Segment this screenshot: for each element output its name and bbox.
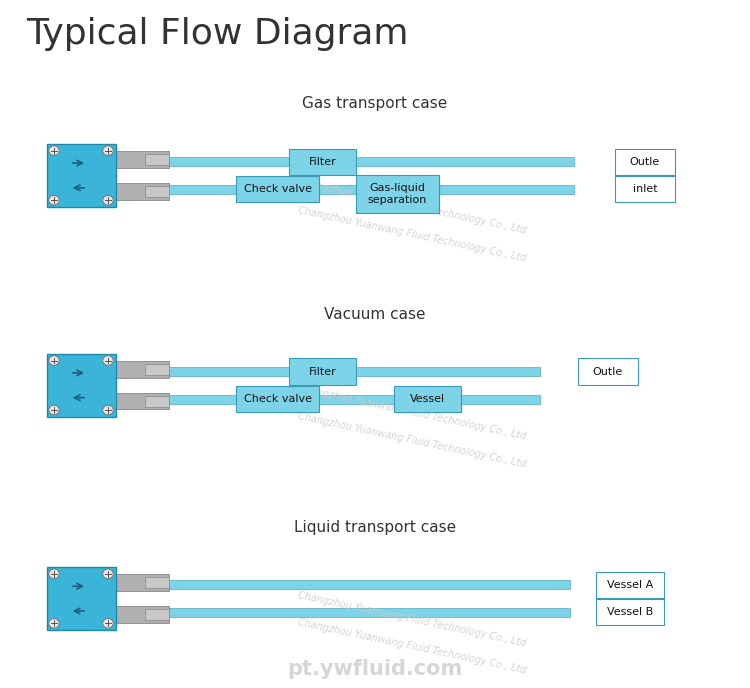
- Circle shape: [49, 356, 59, 365]
- FancyBboxPatch shape: [146, 396, 170, 407]
- Circle shape: [49, 569, 59, 579]
- Text: Vacuum case: Vacuum case: [324, 307, 426, 322]
- FancyBboxPatch shape: [170, 581, 570, 589]
- FancyBboxPatch shape: [394, 386, 461, 412]
- FancyBboxPatch shape: [289, 358, 356, 385]
- Text: Changzhou Yuanwang Fluid Technology Co., Ltd: Changzhou Yuanwang Fluid Technology Co.,…: [298, 205, 527, 263]
- Text: Gas transport case: Gas transport case: [302, 96, 448, 111]
- Text: Filter: Filter: [309, 157, 336, 166]
- Circle shape: [103, 619, 113, 628]
- FancyBboxPatch shape: [236, 176, 319, 202]
- FancyBboxPatch shape: [116, 393, 170, 409]
- Text: pt.ywfluid.com: pt.ywfluid.com: [287, 658, 463, 679]
- FancyBboxPatch shape: [146, 186, 170, 197]
- FancyBboxPatch shape: [46, 144, 116, 207]
- Text: Changzhou Yuanwang Fluid Technology Co., Ltd: Changzhou Yuanwang Fluid Technology Co.,…: [298, 411, 527, 469]
- FancyBboxPatch shape: [615, 176, 675, 202]
- FancyBboxPatch shape: [615, 149, 675, 175]
- FancyBboxPatch shape: [289, 149, 356, 175]
- Text: Vessel A: Vessel A: [607, 580, 653, 590]
- FancyBboxPatch shape: [578, 358, 638, 385]
- Text: Check valve: Check valve: [244, 184, 311, 194]
- FancyBboxPatch shape: [596, 599, 664, 625]
- Circle shape: [103, 356, 113, 365]
- FancyBboxPatch shape: [146, 609, 170, 620]
- Text: Typical Flow Diagram: Typical Flow Diagram: [26, 17, 409, 51]
- Circle shape: [49, 195, 59, 205]
- Text: Changzhou Yuanwang Fluid Technology Co., Ltd: Changzhou Yuanwang Fluid Technology Co.,…: [298, 178, 527, 235]
- FancyBboxPatch shape: [596, 572, 664, 598]
- Circle shape: [103, 146, 113, 155]
- Circle shape: [49, 405, 59, 415]
- Circle shape: [49, 146, 59, 155]
- Circle shape: [103, 405, 113, 415]
- FancyBboxPatch shape: [170, 608, 570, 616]
- FancyBboxPatch shape: [116, 361, 170, 378]
- Text: Outle: Outle: [592, 367, 622, 376]
- FancyBboxPatch shape: [170, 395, 540, 403]
- FancyBboxPatch shape: [146, 364, 170, 375]
- Text: Changzhou Yuanwang Fluid Technology Co., Ltd: Changzhou Yuanwang Fluid Technology Co.,…: [298, 590, 527, 648]
- Text: Changzhou Yuanwang Fluid Technology Co., Ltd: Changzhou Yuanwang Fluid Technology Co.,…: [298, 384, 527, 442]
- FancyBboxPatch shape: [46, 354, 116, 417]
- FancyBboxPatch shape: [170, 184, 574, 194]
- Circle shape: [103, 569, 113, 579]
- FancyBboxPatch shape: [116, 151, 170, 168]
- Text: Liquid transport case: Liquid transport case: [294, 520, 456, 535]
- FancyBboxPatch shape: [170, 157, 574, 166]
- Text: Outle: Outle: [630, 157, 660, 166]
- FancyBboxPatch shape: [46, 567, 116, 630]
- Text: Vessel: Vessel: [410, 394, 445, 404]
- Text: inlet: inlet: [633, 184, 657, 194]
- FancyBboxPatch shape: [170, 367, 540, 376]
- FancyBboxPatch shape: [116, 574, 170, 591]
- FancyBboxPatch shape: [116, 183, 170, 200]
- Text: Vessel B: Vessel B: [607, 608, 653, 617]
- FancyBboxPatch shape: [356, 175, 439, 213]
- FancyBboxPatch shape: [116, 606, 170, 623]
- Circle shape: [49, 619, 59, 628]
- Circle shape: [103, 195, 113, 205]
- Text: Filter: Filter: [309, 367, 336, 376]
- Text: Check valve: Check valve: [244, 394, 311, 404]
- Text: Gas-liquid
separation: Gas-liquid separation: [368, 183, 428, 205]
- Text: Changzhou Yuanwang Fluid Technology Co., Ltd: Changzhou Yuanwang Fluid Technology Co.,…: [298, 618, 527, 676]
- FancyBboxPatch shape: [146, 154, 170, 165]
- FancyBboxPatch shape: [236, 386, 319, 412]
- FancyBboxPatch shape: [146, 577, 170, 588]
